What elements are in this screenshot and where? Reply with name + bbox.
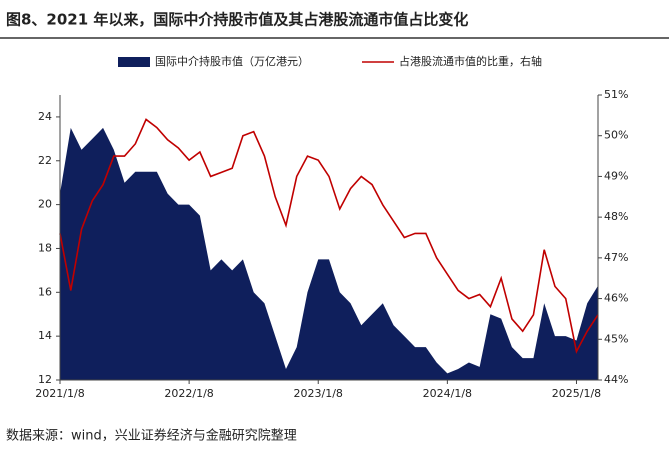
x-tick-label: 2024/1/8 [423, 387, 472, 400]
y-tick-label: 16 [38, 285, 52, 298]
x-tick-label: 2025/1/8 [552, 387, 601, 400]
y2-tick-label: 47% [604, 251, 628, 264]
legend-label: 占港股流通市值的比重，右轴 [399, 54, 542, 68]
y2-tick-label: 50% [604, 129, 628, 142]
y-tick-label: 22 [38, 154, 52, 167]
legend-swatch [118, 57, 150, 67]
y-tick-label: 24 [38, 110, 52, 123]
y2-tick-label: 48% [604, 210, 628, 223]
x-tick-label: 2021/1/8 [35, 387, 84, 400]
x-tick-label: 2022/1/8 [164, 387, 213, 400]
line [59, 118, 599, 354]
y2-tick-label: 46% [604, 292, 628, 305]
y-tick-label: 20 [38, 198, 52, 211]
legend-label: 国际中介持股市值（万亿港元） [155, 54, 309, 68]
x-tick-label: 2023/1/8 [294, 387, 343, 400]
chart-title: 图8、2021 年以来，国际中介持股市值及其占港股流通市值占比变化 [6, 11, 468, 29]
y2-tick-label: 44% [604, 373, 628, 386]
y2-tick-label: 49% [604, 169, 628, 182]
y2-tick-label: 45% [604, 332, 628, 345]
y-tick-label: 18 [38, 241, 52, 254]
y-tick-label: 14 [38, 329, 52, 342]
y2-tick-label: 51% [604, 88, 628, 101]
source-note: 数据来源：wind，兴业证券经济与金融研究院整理 [6, 428, 297, 444]
area [60, 127, 598, 380]
y-tick-label: 12 [38, 373, 52, 386]
